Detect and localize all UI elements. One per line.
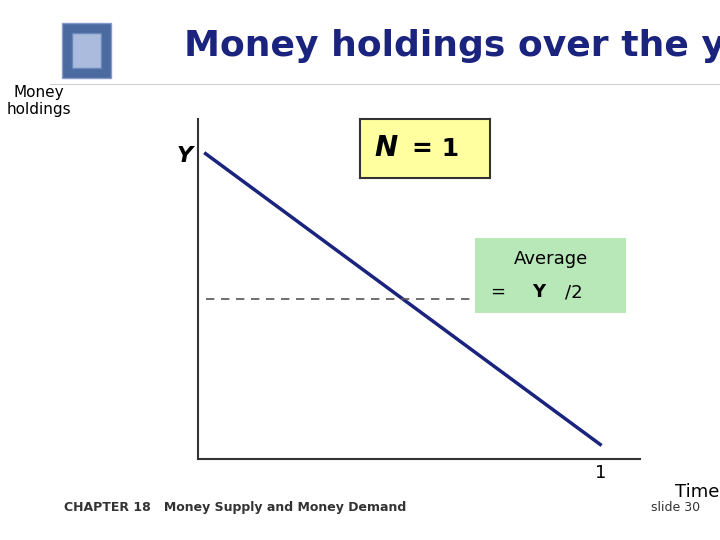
Text: Money holdings over the year: Money holdings over the year	[184, 29, 720, 63]
Text: Time: Time	[675, 483, 719, 501]
Text: /2: /2	[564, 283, 582, 301]
Bar	[62, 23, 111, 78]
Text: Average: Average	[513, 250, 588, 268]
Text: slide 30: slide 30	[651, 501, 700, 514]
Text: = 1: = 1	[412, 137, 459, 160]
Text: CHAPTER 18   Money Supply and Money Demand: CHAPTER 18 Money Supply and Money Demand	[64, 501, 406, 514]
Text: =: =	[490, 283, 505, 301]
Bar	[50, 84, 720, 85]
Text: N: N	[374, 134, 397, 163]
Bar	[72, 33, 101, 68]
Text: Money
holdings: Money holdings	[6, 85, 71, 117]
Text: Y: Y	[532, 283, 545, 301]
